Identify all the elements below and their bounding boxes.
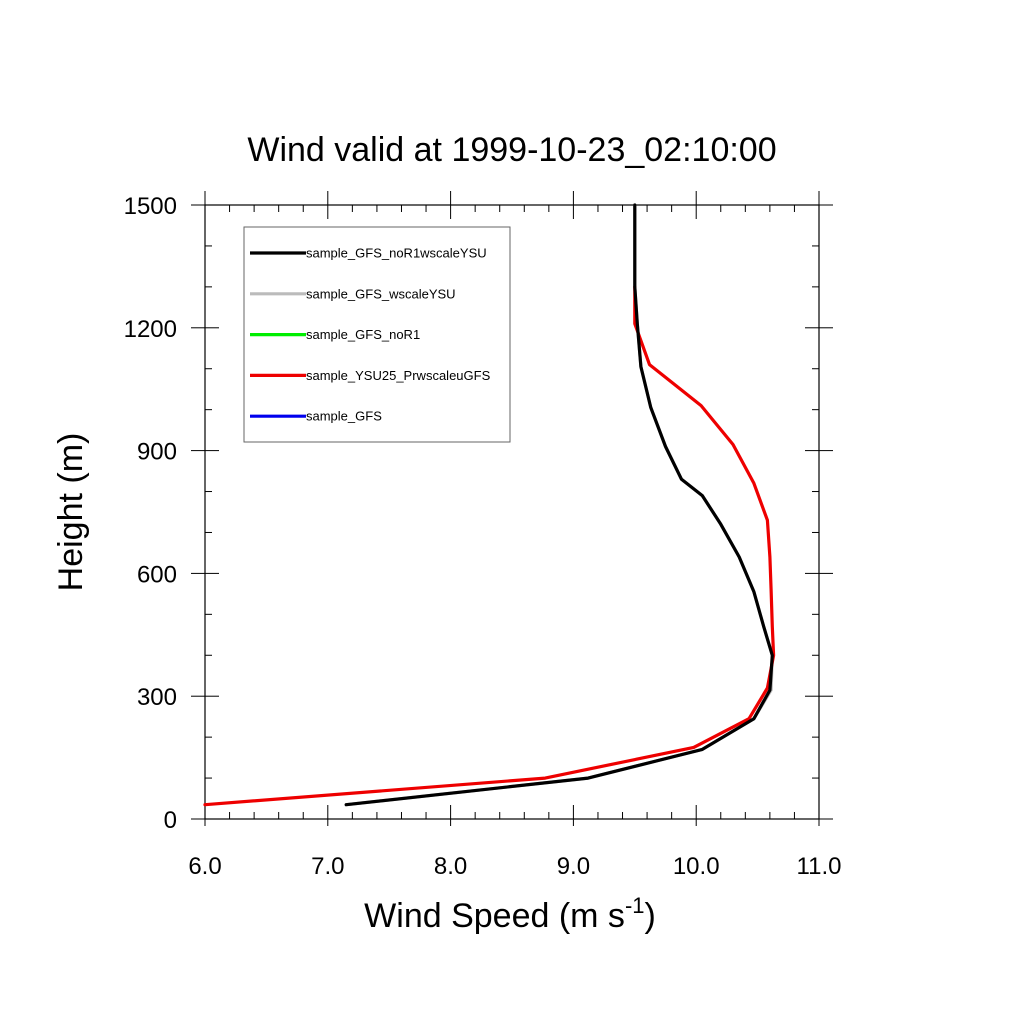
legend-label: sample_GFS_wscaleYSU	[306, 286, 456, 301]
series-lines	[203, 203, 776, 807]
legend-label: sample_GFS_noR1	[306, 327, 420, 342]
legend-label: sample_YSU25_PrwscaleuGFS	[306, 368, 491, 383]
y-tick-label: 300	[137, 684, 177, 711]
y-tick-label: 900	[137, 439, 177, 466]
y-tick-label: 0	[164, 807, 177, 834]
x-tick-label: 8.0	[434, 853, 467, 880]
plot-frame	[204, 204, 820, 820]
x-tick-label: 6.0	[188, 853, 221, 880]
x-axis-label-main: Wind Speed (m s	[364, 897, 625, 935]
x-tick-label: 7.0	[311, 853, 344, 880]
legend: sample_GFS_noR1wscaleYSU sample_GFS_wscal…	[243, 226, 511, 443]
chart-title: Wind valid at 1999-10-23_02:10:00	[247, 131, 776, 169]
x-tick-label: 11.0	[797, 853, 842, 880]
y-axis-label: Height (m)	[52, 433, 90, 592]
x-axis-label: Wind Speed (m s-1)	[364, 893, 656, 935]
series-line-sample_GFS_noR1wscaleYSU	[344, 203, 774, 807]
x-axis-label-suffix: )	[645, 897, 656, 935]
axis-ticks	[191, 191, 833, 826]
y-tick-label: 600	[137, 561, 177, 588]
series-line-sample_YSU25_PrwscaleuGFS	[203, 285, 776, 807]
y-tick-label: 1500	[124, 193, 177, 220]
x-axis-label-superscript: -1	[625, 893, 645, 918]
legend-entries: sample_GFS_noR1wscaleYSU sample_GFS_wscal…	[250, 246, 491, 424]
x-tick-label: 10.0	[673, 853, 720, 880]
legend-label: sample_GFS	[306, 409, 382, 424]
x-tick-label: 9.0	[557, 853, 590, 880]
legend-label: sample_GFS_noR1wscaleYSU	[306, 246, 487, 261]
y-tick-label: 1200	[124, 316, 177, 343]
axis-tick-labels: 6.0 7.0 8.0 9.0 10.0 11.0 0 300 600 900 1200 1500	[124, 193, 842, 880]
